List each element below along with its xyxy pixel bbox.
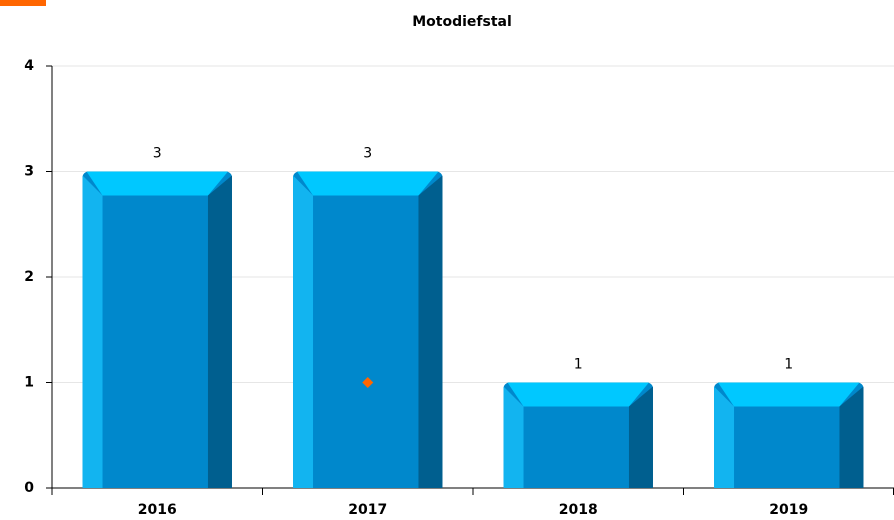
bar	[503, 382, 653, 488]
corner-tab	[0, 0, 46, 6]
point-marker	[362, 377, 374, 388]
y-tick-label: 1	[24, 375, 34, 391]
bar-left-bevel	[293, 175, 314, 488]
y-tick-label: 4	[24, 58, 34, 74]
bar-top-bevel	[718, 382, 860, 407]
y-tick-label: 3	[24, 164, 34, 180]
chart-title: Motodiefstal	[412, 14, 512, 30]
bar-group	[82, 171, 232, 488]
bar	[293, 171, 443, 488]
y-tick-label: 2	[24, 269, 34, 285]
bar-left-bevel	[82, 175, 103, 488]
bar-group	[503, 382, 653, 488]
bar-group	[293, 171, 443, 488]
bar-top-bevel	[297, 171, 439, 196]
bar-right-bevel	[207, 175, 232, 488]
bar-left-bevel	[714, 386, 735, 488]
value-label: 3	[153, 146, 162, 162]
bar-left-bevel	[503, 386, 524, 488]
value-label: 1	[784, 357, 793, 373]
bar-right-bevel	[418, 175, 443, 488]
bar-top-bevel	[86, 171, 228, 196]
bar-right-bevel	[839, 386, 864, 488]
value-label: 1	[574, 357, 583, 373]
bar-group	[714, 382, 864, 488]
x-tick-label: 2017	[348, 502, 387, 518]
bar	[714, 382, 864, 488]
bar-right-bevel	[628, 386, 653, 488]
y-tick-label: 0	[24, 480, 34, 496]
value-label: 3	[363, 146, 372, 162]
x-tick-label: 2018	[559, 502, 598, 518]
x-tick-label: 2016	[138, 502, 177, 518]
bar-top-bevel	[507, 382, 649, 407]
bar	[82, 171, 232, 488]
x-tick-label: 2019	[769, 502, 808, 518]
